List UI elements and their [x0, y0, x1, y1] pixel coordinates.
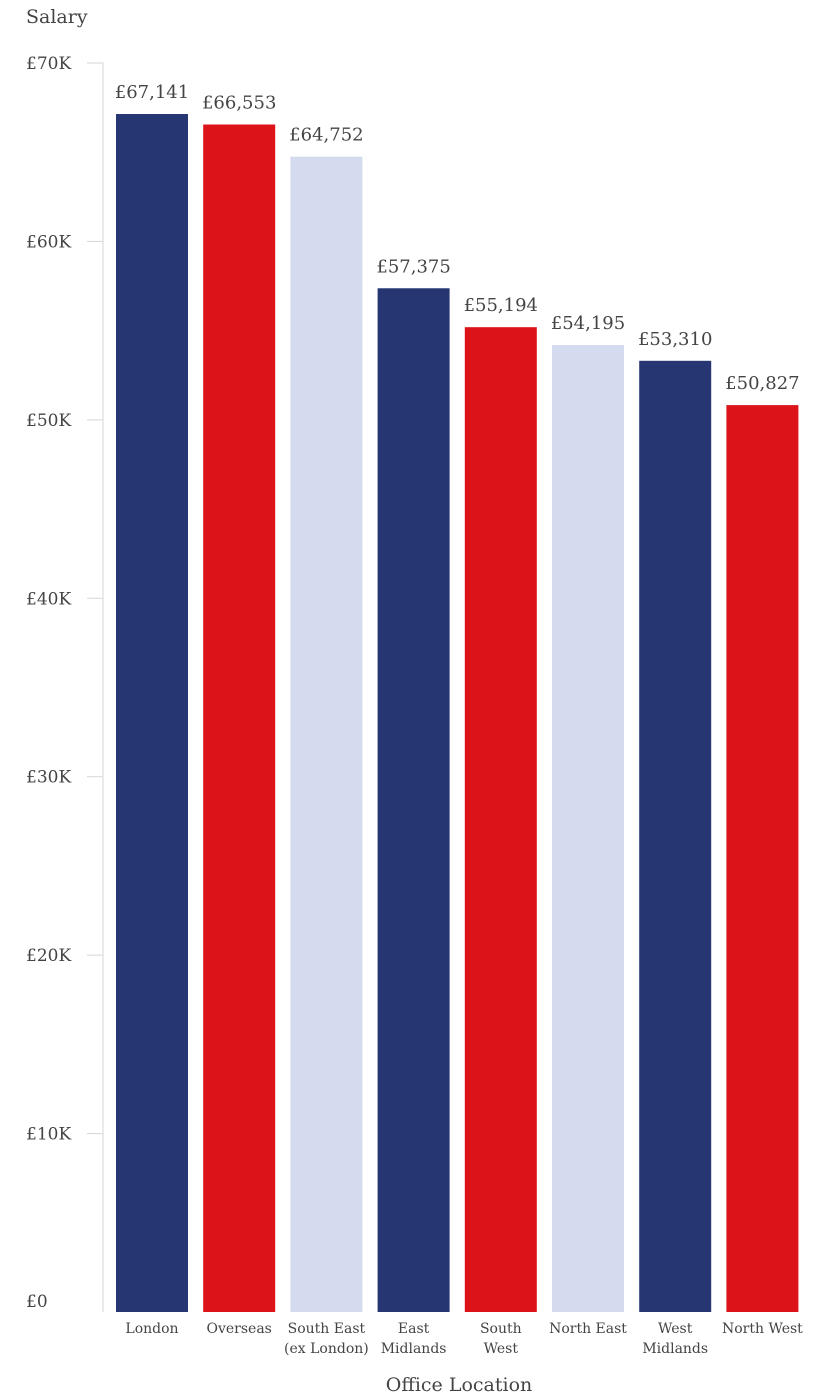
x-tick-label: London: [125, 1321, 178, 1337]
y-tick-label: £20K: [26, 946, 71, 966]
bar: [203, 124, 276, 1313]
bar-value-label: £67,141: [115, 82, 189, 103]
bar-value-label: £64,752: [289, 125, 363, 146]
x-tick-label: (ex London): [284, 1341, 369, 1357]
x-tick-label: Overseas: [207, 1321, 272, 1337]
x-tick-label: North West: [722, 1321, 803, 1337]
x-tick-label: Midlands: [642, 1341, 708, 1357]
x-tick-label: East: [398, 1321, 430, 1337]
bar-value-label: £50,827: [725, 373, 799, 394]
x-tick-label: North East: [549, 1321, 627, 1337]
y-axis: £0 £10K £20K £30K £40K £50K £60K £70K: [26, 54, 104, 1312]
y-tick-label: £50K: [26, 411, 71, 431]
x-axis: London Overseas South East (ex London) East M…: [125, 1321, 803, 1357]
x-tick-label: South East: [288, 1321, 366, 1337]
bar-value-label: £54,195: [551, 313, 625, 334]
x-tick-label: West: [484, 1341, 519, 1357]
y-tick-label: £0: [26, 1292, 48, 1312]
y-tick-label: £40K: [26, 589, 71, 609]
x-axis-title: Office Location: [386, 1374, 533, 1395]
bar: [726, 405, 799, 1313]
y-axis-title: Salary: [26, 6, 88, 28]
y-tick-label: £30K: [26, 768, 71, 788]
bar-value-label: £57,375: [376, 256, 450, 277]
bar-value-label: £66,553: [202, 93, 276, 114]
y-tick-label: £60K: [26, 232, 71, 252]
y-tick-label: £70K: [26, 54, 71, 74]
x-tick-label: South: [480, 1321, 522, 1337]
bar: [290, 156, 363, 1313]
x-tick-label: Midlands: [381, 1341, 447, 1357]
bar: [464, 327, 537, 1312]
bar: [116, 114, 188, 1313]
bar-value-label: £53,310: [638, 329, 712, 350]
y-tick-label: £10K: [26, 1125, 71, 1145]
bar: [639, 360, 712, 1313]
x-tick-label: West: [658, 1321, 693, 1337]
bars: £67,141 £66,553 £64,752 £57,375 £55,194 £54,1…: [115, 82, 800, 1313]
bar-value-label: £55,194: [464, 295, 538, 316]
bar: [552, 345, 624, 1312]
bar: [377, 288, 450, 1312]
